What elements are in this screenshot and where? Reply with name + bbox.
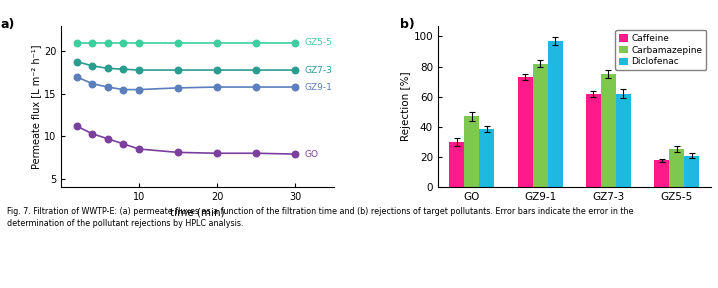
Bar <box>518 77 533 187</box>
Point <box>86 81 98 86</box>
Point <box>102 85 113 89</box>
Point <box>289 41 301 45</box>
Text: GZ5-5: GZ5-5 <box>304 38 332 48</box>
Y-axis label: Permeate flux [L m⁻² h⁻¹]: Permeate flux [L m⁻² h⁻¹] <box>31 44 41 169</box>
Bar <box>654 160 669 187</box>
Point <box>71 59 83 64</box>
Text: Fig. 7. Filtration of WWTP-E: (a) permeate fluxes as a function of the filtratio: Fig. 7. Filtration of WWTP-E: (a) permea… <box>7 207 634 228</box>
Text: GZ7-3: GZ7-3 <box>304 66 332 75</box>
Bar <box>548 41 563 187</box>
Point <box>102 41 113 45</box>
Legend: Caffeine, Carbamazepine, Diclofenac: Caffeine, Carbamazepine, Diclofenac <box>615 31 707 70</box>
Bar <box>465 116 480 187</box>
Bar <box>480 129 495 187</box>
Point <box>118 41 129 45</box>
Bar <box>601 74 616 187</box>
Y-axis label: Rejection [%]: Rejection [%] <box>401 72 411 141</box>
Point <box>211 41 223 45</box>
Point <box>118 67 129 71</box>
Text: GZ9-1: GZ9-1 <box>304 83 332 92</box>
Point <box>71 75 83 79</box>
Bar <box>533 64 548 187</box>
Text: a): a) <box>1 18 15 31</box>
Point <box>211 85 223 89</box>
Point <box>289 152 301 156</box>
Bar <box>586 94 601 187</box>
Point <box>102 66 113 71</box>
Bar <box>684 156 699 187</box>
Text: b): b) <box>400 18 414 31</box>
Point <box>172 41 184 45</box>
Point <box>134 147 145 151</box>
Bar <box>669 149 684 187</box>
Bar <box>449 142 465 187</box>
Point <box>134 87 145 92</box>
Point <box>251 85 262 89</box>
Point <box>289 68 301 72</box>
Point <box>86 131 98 136</box>
Bar <box>616 94 631 187</box>
Point <box>102 137 113 141</box>
Point <box>211 68 223 72</box>
Point <box>134 68 145 72</box>
Point <box>118 87 129 92</box>
Point <box>86 41 98 45</box>
Point <box>211 151 223 156</box>
Point <box>118 142 129 146</box>
Point <box>251 68 262 72</box>
Text: GO: GO <box>304 149 318 159</box>
Point <box>172 86 184 90</box>
X-axis label: time (min): time (min) <box>170 208 225 218</box>
Point <box>134 41 145 45</box>
Point <box>172 68 184 72</box>
Point <box>71 41 83 45</box>
Point <box>251 41 262 45</box>
Point <box>86 64 98 68</box>
Point <box>71 124 83 128</box>
Point <box>251 151 262 156</box>
Point <box>172 150 184 155</box>
Point <box>289 85 301 89</box>
